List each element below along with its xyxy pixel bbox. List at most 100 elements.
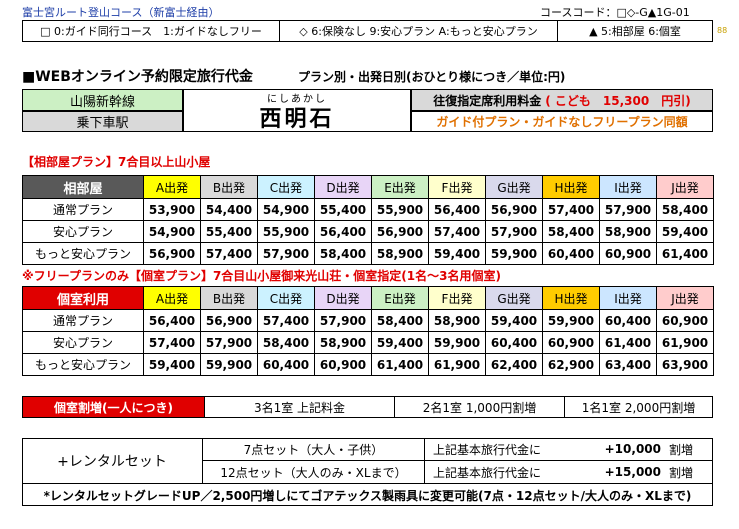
- price-cell: 58,900: [428, 309, 486, 332]
- price-cell: 59,400: [656, 220, 714, 243]
- departure-header: H出発: [542, 175, 600, 199]
- price-cell: 58,400: [656, 198, 714, 221]
- table-header-row: 個室利用 A出発 B出発 C出発 D出発 E出発 F出発 G出発 H出発 I出発 J出発: [22, 286, 714, 310]
- price-cell: 54,900: [257, 198, 315, 221]
- legend-room: ▲ 5:相部屋 6:個室: [589, 25, 681, 38]
- price-cell: 58,400: [257, 331, 315, 354]
- room-share-header: 相部屋: [22, 175, 144, 199]
- price-cell: 60,900: [599, 242, 657, 265]
- price-cell: 58,900: [371, 242, 429, 265]
- departure-header: A出発: [143, 286, 201, 310]
- rental-price-amount: +10,000: [604, 442, 661, 456]
- price-cell: 58,400: [314, 242, 372, 265]
- price-cell: 61,900: [656, 331, 714, 354]
- price-cell: 54,900: [143, 220, 201, 243]
- table-row: もっと安心プラン 59,400 59,900 60,400 60,900 61,400 61…: [22, 353, 714, 376]
- departure-header: B出発: [200, 286, 258, 310]
- price-cell: 59,900: [200, 353, 258, 376]
- plan-name: 通常プラン: [22, 309, 144, 332]
- rental-set-12: 12点セット（大人のみ・XLまで）: [203, 461, 425, 484]
- table-header-row: 相部屋 A出発 B出発 C出発 D出発 E出発 F出発 G出発 H出発 I出発 J出発: [22, 175, 714, 199]
- price-cell: 56,900: [143, 242, 201, 265]
- price-cell: 56,400: [314, 220, 372, 243]
- price-cell: 61,400: [599, 331, 657, 354]
- departure-header: B出発: [200, 175, 258, 199]
- price-cell: 60,900: [542, 331, 600, 354]
- room-share-table: 相部屋 A出発 B出発 C出発 D出発 E出発 F出発 G出発 H出発 I出発 J出発 通常プラン…: [22, 175, 714, 265]
- route-title: 富士宮ルート登山コース（新富士経由）: [22, 6, 220, 19]
- rental-price-12: 上記基本旅行代金に +15,000 割増: [425, 461, 713, 484]
- price-cell: 61,400: [656, 242, 714, 265]
- departure-header: G出発: [485, 286, 543, 310]
- surcharge-three: 3名1室 上記料金: [204, 397, 394, 417]
- page-number: 88: [717, 26, 728, 35]
- child-discount: ( こども 15,300 円引): [545, 93, 691, 108]
- plan-name: 安心プラン: [22, 331, 144, 354]
- table-row: 安心プラン 54,900 55,400 55,900 56,400 56,900 57,40…: [22, 220, 714, 243]
- surcharge-label: 個室割増(一人につき): [23, 397, 204, 417]
- price-cell: 60,400: [599, 309, 657, 332]
- price-cell: 58,900: [599, 220, 657, 243]
- private-room-title: ※フリープランのみ【個室プラン】7合目山小屋御来光山荘・個室指定(1名～3名用個…: [22, 269, 501, 283]
- rental-price-amount: +15,000: [604, 465, 661, 479]
- departure-header: D出発: [314, 286, 372, 310]
- price-cell: 60,900: [656, 309, 714, 332]
- price-cell: 59,900: [485, 242, 543, 265]
- departure-header: C出発: [257, 175, 315, 199]
- departure-header: E出発: [371, 175, 429, 199]
- rental-box: [22, 438, 713, 506]
- price-cell: 57,900: [200, 331, 258, 354]
- departure-header: E出発: [371, 286, 429, 310]
- price-cell: 61,400: [371, 353, 429, 376]
- legend-insurance: ◇ 6:保険なし 9:安心プラン A:もっと安心プラン: [280, 21, 558, 41]
- price-cell: 62,900: [542, 353, 600, 376]
- private-room-table: 個室利用 A出発 B出発 C出発 D出発 E出発 F出発 G出発 H出発 I出発 J出発 通常プラ…: [22, 286, 714, 376]
- departure-header: D出発: [314, 175, 372, 199]
- price-cell: 55,400: [200, 220, 258, 243]
- legend-guide: □ 0:ガイド同行コース 1:ガイドなしフリー: [23, 21, 280, 41]
- plan-name: 通常プラン: [22, 198, 144, 221]
- course-code: コースコード：□◇-G▲1G-01: [540, 6, 690, 19]
- price-cell: 59,400: [485, 309, 543, 332]
- price-cell: 54,400: [200, 198, 258, 221]
- price-cell: 60,400: [485, 331, 543, 354]
- price-cell: 57,400: [257, 309, 315, 332]
- price-cell: 61,900: [428, 353, 486, 376]
- price-cell: 55,900: [371, 198, 429, 221]
- price-cell: 55,400: [314, 198, 372, 221]
- departure-header: I出発: [599, 175, 657, 199]
- private-room-header: 個室利用: [22, 286, 144, 310]
- table-row: 通常プラン 53,900 54,400 54,900 55,400 55,900 56,40…: [22, 198, 714, 221]
- departure-header: J出発: [656, 175, 714, 199]
- price-cell: 59,400: [143, 353, 201, 376]
- price-cell: 57,900: [485, 220, 543, 243]
- price-cell: 63,900: [656, 353, 714, 376]
- table-row: もっと安心プラン 56,900 57,400 57,900 58,400 58,900 59…: [22, 242, 714, 265]
- price-cell: 53,900: [143, 198, 201, 221]
- departure-header: H出発: [542, 286, 600, 310]
- departure-header: J出発: [656, 286, 714, 310]
- price-cell: 57,900: [599, 198, 657, 221]
- price-cell: 57,400: [200, 242, 258, 265]
- price-cell: 60,400: [542, 242, 600, 265]
- price-cell: 57,400: [143, 331, 201, 354]
- departure-header: F出発: [428, 286, 486, 310]
- price-cell: 57,400: [428, 220, 486, 243]
- price-cell: 63,400: [599, 353, 657, 376]
- departure-header: A出発: [143, 175, 201, 199]
- round-trip-fare: 往復指定席利用料金 ( こども 15,300 円引): [411, 89, 713, 111]
- departure-header: I出発: [599, 286, 657, 310]
- table-row: 安心プラン 57,400 57,900 58,400 58,900 59,400 59,90…: [22, 331, 714, 354]
- station-cell: [183, 89, 411, 132]
- rental-price-unit: 割増: [669, 465, 694, 480]
- price-cell: 58,400: [542, 220, 600, 243]
- room-share-title: 【相部屋プラン】7合目以上山小屋: [22, 155, 211, 169]
- fare-subheading: プラン別・出発日別(おひとり様につき／単位:円): [298, 70, 566, 84]
- rental-price-label: 上記基本旅行代金に: [433, 465, 542, 480]
- rental-set-7: 7点セット（大人・子供）: [203, 438, 425, 461]
- plan-name: もっと安心プラン: [22, 353, 144, 376]
- guide-plans-note: ガイド付プラン・ガイドなしフリープラン同額: [411, 111, 713, 132]
- departure-header: F出発: [428, 175, 486, 199]
- price-cell: 56,900: [200, 309, 258, 332]
- plan-name: 安心プラン: [22, 220, 144, 243]
